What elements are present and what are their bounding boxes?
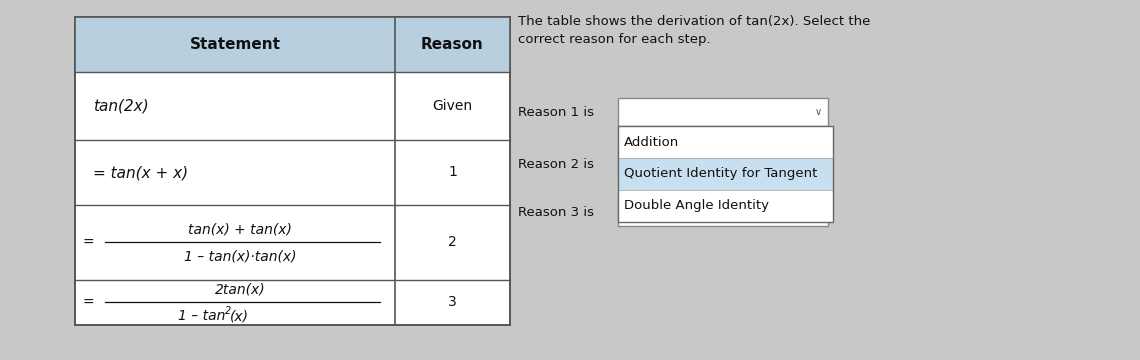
Bar: [618, 98, 828, 126]
Text: Reason 1 is: Reason 1 is: [518, 105, 594, 118]
Text: tan(x) + tan(x): tan(x) + tan(x): [188, 222, 292, 237]
Text: = tan(x + x): = tan(x + x): [93, 165, 188, 180]
Bar: [618, 198, 828, 226]
Bar: [618, 126, 833, 158]
Bar: [618, 151, 828, 179]
Text: tan(2x): tan(2x): [93, 99, 148, 113]
Text: 2: 2: [448, 235, 457, 249]
Text: Reason: Reason: [421, 37, 483, 52]
Bar: [618, 158, 833, 190]
Text: (x): (x): [230, 310, 249, 324]
Text: Reason 2 is: Reason 2 is: [518, 158, 594, 171]
Bar: [618, 190, 833, 222]
Text: Statement: Statement: [189, 37, 280, 52]
Text: Quotient Identity for Tangent: Quotient Identity for Tangent: [624, 167, 817, 180]
Text: Double Angle Identity: Double Angle Identity: [624, 199, 770, 212]
Text: =: =: [83, 296, 95, 310]
Text: Given: Given: [432, 99, 473, 113]
Text: 1: 1: [448, 166, 457, 180]
Bar: [75, 17, 510, 72]
Text: ∨: ∨: [814, 107, 822, 117]
Text: 1 – tan: 1 – tan: [178, 310, 225, 324]
Text: =: =: [83, 235, 95, 249]
Bar: [618, 126, 833, 222]
Text: Addition: Addition: [624, 135, 679, 148]
Text: Reason 3 is: Reason 3 is: [518, 206, 594, 219]
Text: 2: 2: [225, 306, 231, 315]
Text: The table shows the derivation of tan(2x). Select the
correct reason for each st: The table shows the derivation of tan(2x…: [518, 15, 870, 46]
Text: 1 – tan(x)·tan(x): 1 – tan(x)·tan(x): [184, 249, 296, 264]
Bar: [75, 17, 510, 325]
Text: 2tan(x): 2tan(x): [214, 283, 266, 297]
Text: 3: 3: [448, 296, 457, 310]
